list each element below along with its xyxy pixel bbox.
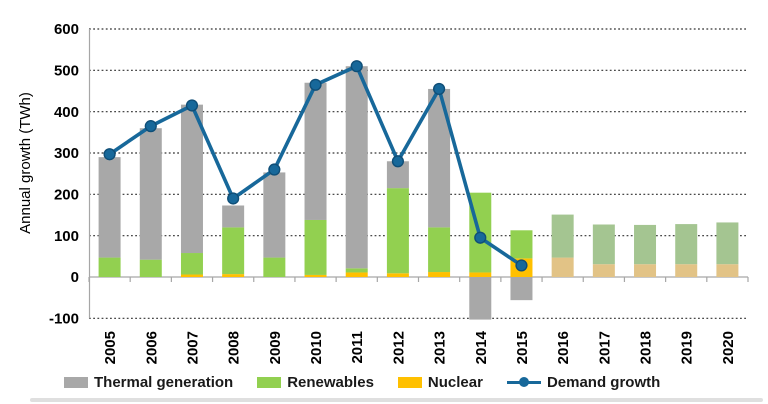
y-axis-title: Annual growth (TWh) — [17, 92, 34, 234]
bar-segment-2017-nuclear — [592, 264, 615, 277]
x-tick-label-2012: 2012 — [390, 331, 407, 364]
legend-item-demand-growth: Demand growth — [506, 373, 661, 391]
bar-segment-2013-renewables — [428, 227, 451, 273]
window-edge-artifact — [30, 398, 763, 402]
bar-segment-2010-thermal-generation — [304, 82, 327, 220]
demand-growth-marker — [432, 82, 446, 96]
y-tick-label: -100 — [49, 311, 79, 328]
y-tick-label: 200 — [54, 187, 79, 204]
x-tick-label-2006: 2006 — [143, 331, 160, 364]
bar-segment-2014-thermal-generation — [469, 277, 492, 320]
bar-segment-2020-renewables — [716, 222, 739, 265]
y-tick-label: 600 — [54, 21, 79, 38]
x-tick-label-2007: 2007 — [184, 331, 201, 364]
bar-segment-2013-thermal-generation — [428, 88, 451, 228]
demand-growth-marker — [474, 231, 487, 244]
renewables-swatch-icon — [257, 376, 282, 388]
bar-segment-2013-nuclear — [428, 272, 451, 277]
bar-segment-2017-renewables — [592, 224, 615, 265]
x-tick-label-2016: 2016 — [555, 331, 572, 364]
bar-segment-2009-thermal-generation — [263, 172, 286, 258]
y-tick-label: 300 — [54, 145, 79, 162]
bar-segment-2014-nuclear — [469, 272, 492, 277]
x-tick-label-2013: 2013 — [432, 331, 449, 364]
x-tick-label-2010: 2010 — [308, 331, 325, 364]
demand-growth-marker — [103, 148, 116, 161]
legend-label-demand-growth: Demand growth — [546, 373, 661, 391]
demand-growth-dot-swatch — [518, 376, 529, 387]
x-tick-label-2011: 2011 — [349, 331, 366, 364]
demand-growth-marker — [391, 155, 405, 168]
x-tick-label-2019: 2019 — [679, 331, 696, 364]
legend-label-renewables: Renewables — [287, 373, 374, 391]
bar-segment-2012-thermal-generation — [386, 161, 409, 189]
y-tick-label: 100 — [54, 228, 79, 245]
y-tick-label: 500 — [54, 63, 79, 80]
legend-label-nuclear: Nuclear — [427, 373, 483, 391]
bar-segment-2010-renewables — [304, 219, 327, 275]
bar-segment-2011-thermal-generation — [345, 66, 368, 269]
demand-growth-marker — [350, 60, 363, 73]
bar-segment-2015-thermal-generation — [510, 277, 533, 301]
bar-segment-2019-nuclear — [675, 264, 698, 277]
x-tick-label-2014: 2014 — [473, 330, 490, 364]
x-tick-label-2008: 2008 — [226, 331, 243, 364]
demand-growth-marker — [515, 259, 528, 272]
demand-growth-line-dot-icon — [506, 376, 541, 388]
nuclear-swatch-icon — [397, 376, 422, 388]
bar-segment-2016-renewables — [551, 214, 574, 258]
x-tick-label-2015: 2015 — [514, 331, 531, 364]
legend-item-renewables: Renewables — [257, 374, 374, 391]
bar-segment-2011-nuclear — [345, 272, 368, 277]
bar-segment-2016-nuclear — [551, 257, 574, 277]
x-tick-label-2020: 2020 — [720, 331, 737, 364]
demand-growth-marker — [227, 192, 240, 205]
x-tick-label-2018: 2018 — [638, 331, 655, 364]
thermal-generation-swatch-icon — [64, 376, 88, 388]
bar-segment-2008-nuclear — [222, 274, 245, 277]
bar-segment-2006-thermal-generation — [139, 128, 162, 260]
x-tick-label-2009: 2009 — [267, 331, 284, 364]
bar-segment-2015-renewables — [510, 230, 533, 259]
bar-segment-2007-nuclear — [180, 274, 203, 277]
bar-segment-2005-renewables — [98, 257, 121, 277]
bar-segment-2012-nuclear — [386, 273, 409, 277]
demand-growth-marker — [309, 78, 322, 91]
demand-growth-marker — [268, 163, 281, 176]
bar-segment-2019-renewables — [675, 224, 698, 265]
bar-segment-2006-renewables — [139, 259, 162, 277]
bar-segment-2008-renewables — [222, 227, 245, 275]
bar-segment-2007-thermal-generation — [180, 104, 203, 254]
bar-segment-2020-nuclear — [716, 264, 739, 277]
bar-segment-2008-thermal-generation — [222, 205, 245, 228]
legend-item-thermal-generation: Thermal generation — [64, 374, 233, 391]
bar-segment-2011-renewables — [345, 268, 368, 273]
legend-label-thermal-generation: Thermal generation — [94, 373, 234, 391]
bar-segment-2005-thermal-generation — [98, 157, 121, 258]
x-tick-label-2017: 2017 — [596, 331, 613, 364]
bar-segment-2012-renewables — [386, 188, 409, 274]
demand-growth-marker — [185, 99, 199, 112]
bar-segment-2018-renewables — [634, 224, 657, 265]
y-tick-label: 400 — [54, 104, 79, 121]
bar-segment-2007-renewables — [180, 253, 203, 275]
chart-legend: Thermal generation Renewables Nuclear De… — [64, 368, 660, 396]
demand-growth-marker — [144, 120, 157, 133]
y-tick-label: 0 — [71, 269, 79, 286]
bar-segment-2018-nuclear — [634, 264, 657, 277]
x-tick-label-2005: 2005 — [102, 331, 119, 364]
annual-growth-chart: -100 0 100 200 300 400 500 600 2005 2006 2007 2008 2… — [17, 21, 749, 364]
bar-segment-2010-nuclear — [304, 274, 327, 277]
legend-item-nuclear: Nuclear — [397, 373, 483, 391]
bar-segment-2009-renewables — [263, 257, 286, 277]
